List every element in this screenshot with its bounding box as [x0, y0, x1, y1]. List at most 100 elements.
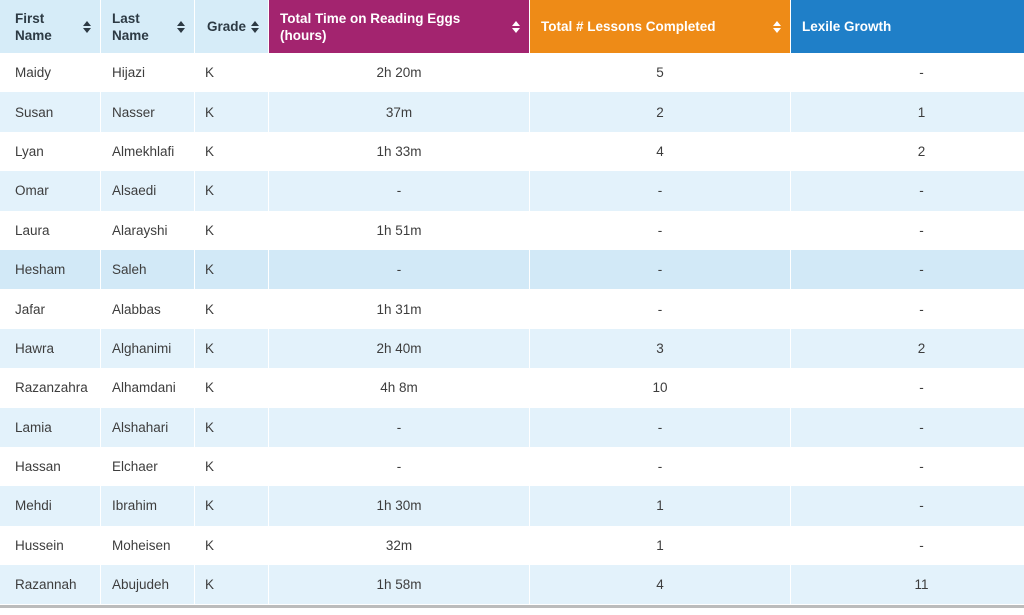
column-header-total-time[interactable]: Total Time on Reading Eggs (hours) [269, 0, 530, 53]
total-time-cell: 1h 58m [269, 565, 530, 605]
column-header-label: Last Name [112, 10, 149, 43]
lessons-cell: 1 [530, 486, 791, 526]
lexile-cell: - [791, 368, 1024, 407]
grade-cell: K [195, 210, 269, 250]
grade-cell: K [195, 53, 269, 93]
total-time-cell: 1h 30m [269, 486, 530, 526]
first-name-cell: Lyan [0, 131, 101, 172]
table-row[interactable]: Omar Alsaedi K - - - [0, 171, 1024, 211]
lessons-cell: - [530, 249, 791, 290]
table-row[interactable]: Hussein Moheisen K 32m 1 - [0, 525, 1024, 566]
lexile-cell: - [791, 171, 1024, 210]
table-row[interactable]: Jafar Alabbas K 1h 31m - - [0, 289, 1024, 329]
last-name-cell: Moheisen [101, 525, 195, 566]
table-row[interactable]: Lamia Alshahari K - - - [0, 407, 1024, 447]
table-row[interactable]: Maidy Hijazi K 2h 20m 5 - [0, 53, 1024, 93]
lexile-cell: - [791, 408, 1024, 447]
lessons-cell: 1 [530, 525, 791, 566]
grade-cell: K [195, 368, 269, 408]
sort-icon[interactable] [773, 20, 781, 33]
column-header-last-name[interactable]: Last Name [101, 0, 195, 53]
column-header-label: Grade [207, 19, 247, 34]
sort-icon[interactable] [251, 20, 260, 33]
table-header: First Name Last Name Grade Total Time on… [0, 0, 1024, 53]
last-name-cell: Abujudeh [101, 565, 195, 605]
table-bottom-border [0, 605, 1024, 608]
sort-icon[interactable] [177, 20, 185, 33]
last-name-cell: Ibrahim [101, 486, 195, 526]
lexile-value: - [919, 459, 924, 475]
lexile-cell: - [791, 289, 1024, 328]
total-time-cell: 1h 33m [269, 131, 530, 172]
lexile-value: - [919, 301, 924, 317]
table-row[interactable]: Hassan Elchaer K - - - [0, 446, 1024, 487]
table-row[interactable]: Laura Alarayshi K 1h 51m - - [0, 210, 1024, 250]
first-name-cell: Hesham [0, 249, 101, 290]
lexile-value: - [919, 65, 924, 81]
column-header-label: Total # Lessons Completed [541, 19, 716, 34]
column-header-first-name[interactable]: First Name [0, 0, 101, 53]
lexile-value: 11 [914, 577, 929, 593]
grade-cell: K [195, 446, 269, 487]
last-name-cell: Alshahari [101, 407, 195, 447]
column-header-lessons-completed[interactable]: Total # Lessons Completed [530, 0, 791, 53]
total-time-cell: - [269, 171, 530, 211]
total-time-cell: 32m [269, 525, 530, 566]
lessons-cell: - [530, 446, 791, 487]
last-name-cell: Alsaedi [101, 171, 195, 211]
first-name-cell: Razannah [0, 565, 101, 605]
lexile-cell: - [791, 447, 1024, 486]
lexile-value: - [919, 498, 924, 514]
lexile-cell: 1 [791, 92, 1024, 131]
grade-cell: K [195, 565, 269, 605]
lexile-value: - [919, 222, 924, 238]
table-row[interactable]: Hesham Saleh K - - - [0, 249, 1024, 290]
first-name-cell: Razanzahra [0, 368, 101, 408]
sort-icon[interactable] [83, 20, 91, 33]
lexile-cell: - [791, 53, 1024, 92]
lessons-cell: 4 [530, 131, 791, 172]
total-time-cell: - [269, 446, 530, 487]
grade-cell: K [195, 407, 269, 447]
lexile-value: - [919, 419, 924, 435]
lessons-cell: 2 [530, 92, 791, 132]
lexile-cell: 2 [791, 132, 1024, 171]
lexile-value: 2 [917, 143, 926, 159]
table-row[interactable]: Susan Nasser K 37m 2 1 [0, 92, 1024, 132]
table-row[interactable]: Razanzahra Alhamdani K 4h 8m 10 - [0, 368, 1024, 408]
table-row[interactable]: Lyan Almekhlafi K 1h 33m 4 2 [0, 131, 1024, 172]
sort-icon[interactable] [512, 20, 520, 33]
lessons-cell: - [530, 171, 791, 211]
first-name-cell: Susan [0, 92, 101, 132]
lexile-value: 2 [917, 340, 926, 356]
lexile-cell: - [791, 486, 1024, 525]
first-name-cell: Laura [0, 210, 101, 250]
grade-cell: K [195, 92, 269, 132]
table-row[interactable]: Mehdi Ibrahim K 1h 30m 1 - [0, 486, 1024, 526]
first-name-cell: Hussein [0, 525, 101, 566]
last-name-cell: Alabbas [101, 289, 195, 329]
table-row[interactable]: Razannah Abujudeh K 1h 58m 4 11 [0, 565, 1024, 605]
last-name-cell: Hijazi [101, 53, 195, 93]
last-name-cell: Almekhlafi [101, 131, 195, 172]
last-name-cell: Elchaer [101, 446, 195, 487]
first-name-cell: Lamia [0, 407, 101, 447]
column-header-lexile-growth[interactable]: Lexile Growth [791, 0, 1024, 53]
table-row[interactable]: Hawra Alghanimi K 2h 40m 3 2 [0, 328, 1024, 369]
lexile-cell: - [791, 211, 1024, 250]
lexile-cell: - [791, 526, 1024, 565]
grade-cell: K [195, 131, 269, 172]
lessons-cell: - [530, 289, 791, 329]
grade-cell: K [195, 171, 269, 211]
column-header-grade[interactable]: Grade [195, 0, 269, 53]
lessons-cell: 5 [530, 53, 791, 93]
first-name-cell: Mehdi [0, 486, 101, 526]
lexile-cell: 2 [791, 329, 1024, 368]
lessons-cell: 4 [530, 565, 791, 605]
table-body: Maidy Hijazi K 2h 20m 5 - Susan Nasser K… [0, 53, 1024, 605]
column-header-label: Total Time on Reading Eggs (hours) [280, 10, 461, 43]
last-name-cell: Nasser [101, 92, 195, 132]
grade-cell: K [195, 289, 269, 329]
grade-cell: K [195, 249, 269, 290]
last-name-cell: Alarayshi [101, 210, 195, 250]
